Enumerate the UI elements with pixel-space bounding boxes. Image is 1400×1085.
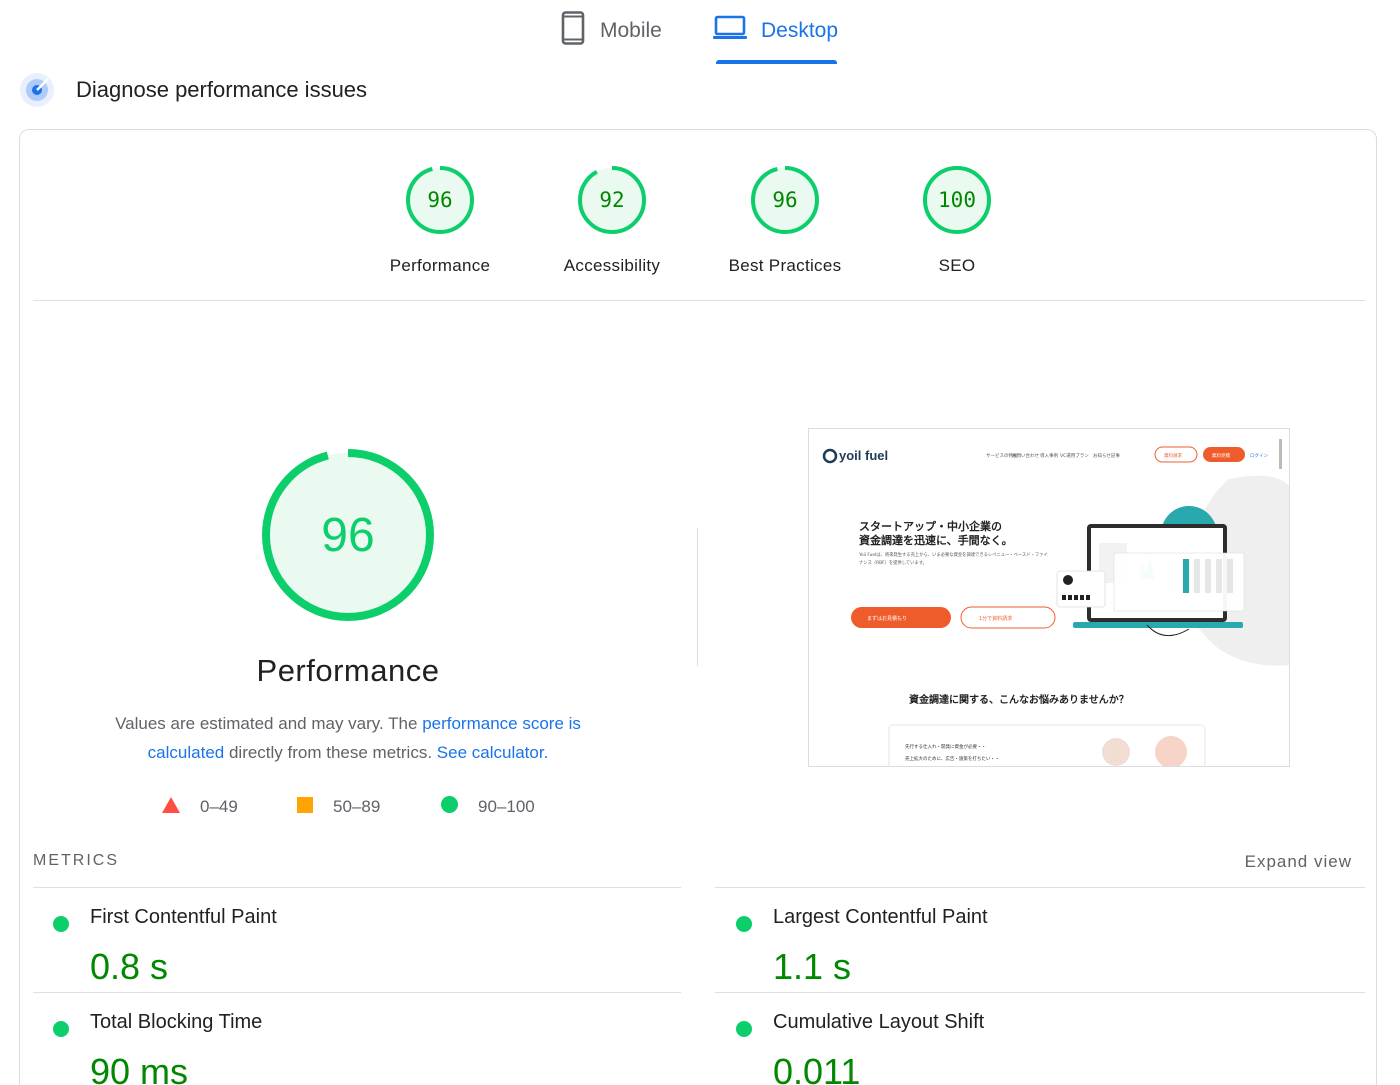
gauge-seo[interactable]: 100 SEO <box>887 164 1027 276</box>
metric-value: 1.1 s <box>773 946 852 987</box>
site-login-link: ログイン <box>1250 452 1268 459</box>
vertical-divider <box>697 528 698 666</box>
gauge-score: 92 <box>599 188 624 212</box>
pass-indicator <box>53 1021 69 1037</box>
gauge-label: Accessibility <box>563 256 661 275</box>
tab-desktop-label: Desktop <box>761 19 839 42</box>
site-docs-button: 資料請求 <box>1164 452 1182 459</box>
metrics-header: METRICS <box>33 852 119 869</box>
site-nav-item: 導入事例 <box>1040 452 1058 459</box>
metric-divider <box>33 887 681 888</box>
metric-divider <box>715 887 1365 888</box>
diagnose-icon <box>20 73 54 107</box>
site-bullet: 先行する仕入れ・開発に資金が必要・・ <box>905 743 986 750</box>
gauge-performance[interactable]: 96 Performance <box>370 164 510 276</box>
legend-pass-label: 90–100 <box>478 797 535 816</box>
metric-name: First Contentful Paint <box>90 906 277 928</box>
site-nav-item: お知らせ記事 <box>1093 452 1120 459</box>
metric-divider <box>33 992 681 993</box>
gauge-score: 100 <box>938 188 976 212</box>
gauge-label: SEO <box>938 256 976 275</box>
metric-name: Cumulative Layout Shift <box>773 1011 985 1033</box>
score-calculated-link[interactable]: performance score is calculated <box>147 714 581 762</box>
gauge-accessibility[interactable]: 92 Accessibility <box>542 164 682 276</box>
metric-value: 0.011 <box>773 1051 861 1085</box>
performance-description: Values are estimated and may vary. The p… <box>88 709 608 767</box>
desc-text: Values are estimated and may vary. The <box>115 714 423 733</box>
screenshot-preview: yoil fuel サービスの特長 お問い合わせ 導入事例 VC運用プラン お知… <box>809 429 1289 766</box>
site-body-text: Yoii Fuelは、将来発生する売上から、いま必要な資金を調達できるレベニュー… <box>859 553 1048 566</box>
expand-view-button[interactable]: Expand view <box>1244 852 1352 871</box>
metric-name: Largest Contentful Paint <box>773 906 988 928</box>
metric-value: 90 ms <box>90 1051 189 1085</box>
circle-icon <box>441 796 458 818</box>
device-tabs: Mobile Desktop <box>0 0 1400 66</box>
pass-indicator <box>736 1021 752 1037</box>
legend-average-label: 50–89 <box>333 797 381 816</box>
gauge-score: 96 <box>427 188 452 212</box>
desc-text: directly from these metrics. <box>224 743 437 762</box>
legend-fail-label: 0–49 <box>200 797 238 816</box>
active-tab-indicator <box>716 60 837 64</box>
legend-average: 50–89 <box>297 796 380 818</box>
site-logo: yoil fuel <box>839 448 888 463</box>
site-headline: スタートアップ・中小企業の <box>859 519 1002 533</box>
divider <box>33 300 1365 301</box>
tab-desktop[interactable]: Desktop <box>713 10 838 52</box>
site-headline: 資金調達を迅速に、手間なく。 <box>859 533 1013 547</box>
site-cta-secondary: 1分で資料請求 <box>979 615 1012 622</box>
site-bullet: 売上拡大のために、広告・施策を打ちたい・・ <box>905 755 999 762</box>
metric-value: 0.8 s <box>90 946 169 987</box>
site-free-button: 無料見積 <box>1212 452 1230 459</box>
diagnose-title: Diagnose performance issues <box>76 77 368 102</box>
triangle-icon <box>162 796 180 818</box>
metric-divider <box>715 992 1365 993</box>
pass-indicator <box>736 916 752 932</box>
diagnose-header: Diagnose performance issues <box>18 70 367 110</box>
phone-icon <box>560 11 586 51</box>
legend-pass: 90–100 <box>441 796 535 818</box>
report-card: 96 Performance 92 Accessibility 96 Best … <box>19 129 1377 1085</box>
site-cta-primary: まずはお見積もり <box>867 615 907 622</box>
tab-mobile[interactable]: Mobile <box>560 10 662 52</box>
performance-title: Performance <box>256 653 440 688</box>
metric-name: Total Blocking Time <box>90 1011 263 1033</box>
site-nav-item: VC運用プラン <box>1060 453 1089 459</box>
legend-fail: 0–49 <box>162 796 238 818</box>
gauge-score: 96 <box>772 188 797 212</box>
tab-mobile-label: Mobile <box>600 19 662 42</box>
site-section-title: 資金調達に関する、こんなお悩みありませんか？ <box>909 693 1129 706</box>
square-icon <box>297 796 313 818</box>
gauge-label: Best Practices <box>728 256 842 275</box>
site-nav-item: お問い合わせ <box>1012 452 1039 459</box>
final-screenshot[interactable]: yoil fuel サービスの特長 お問い合わせ 導入事例 VC運用プラン お知… <box>808 428 1290 767</box>
laptop-icon <box>713 15 747 47</box>
see-calculator-link[interactable]: See calculator. <box>436 743 549 762</box>
gauge-label: Performance <box>389 256 491 275</box>
site-nav-item: サービスの特長 <box>986 452 1018 459</box>
gauge-best-practices[interactable]: 96 Best Practices <box>715 164 855 276</box>
performance-gauge: 96 <box>262 449 434 621</box>
pass-indicator <box>53 916 69 932</box>
performance-score: 96 <box>321 509 374 562</box>
